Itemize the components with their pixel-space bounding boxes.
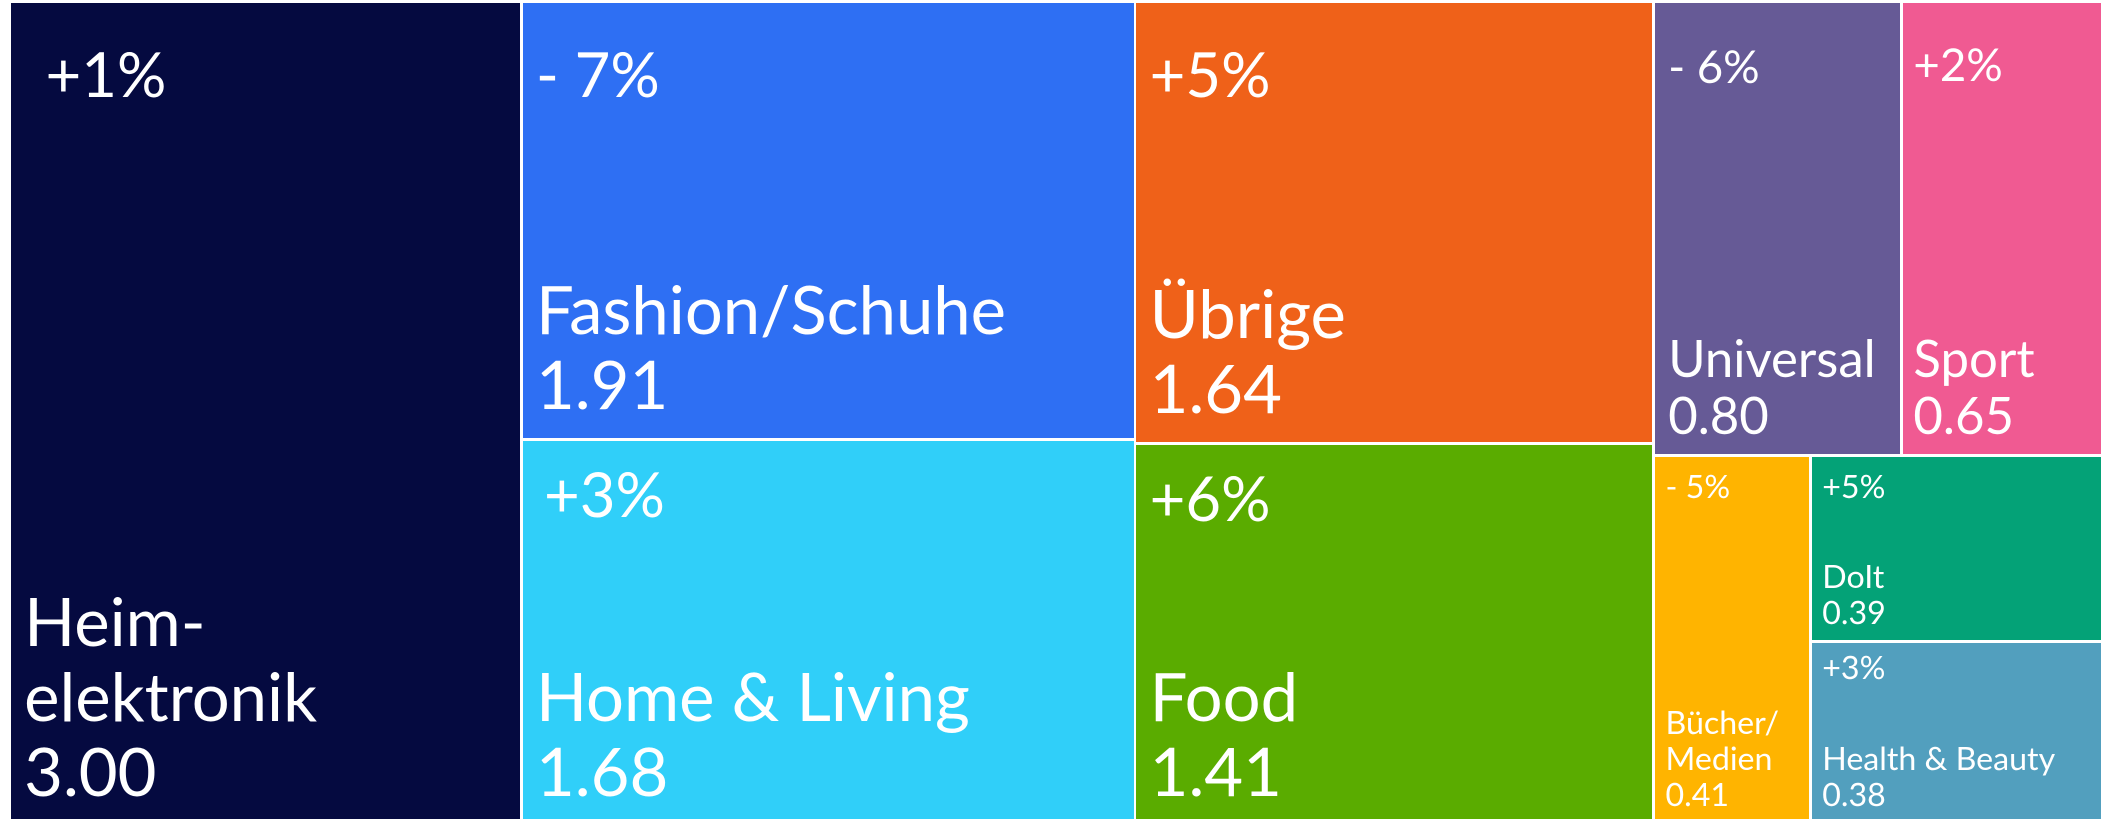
category-label: Fashion/Schuhe bbox=[535, 269, 1007, 349]
tile: +6% Food 1.41 bbox=[1136, 444, 1653, 819]
category-label: Sport bbox=[1913, 327, 2035, 389]
category-label: Universal bbox=[1668, 327, 1876, 389]
change-label: +2% bbox=[1913, 35, 2003, 91]
tile: +3% Health & Beauty 0.38 bbox=[1811, 643, 2101, 819]
change-label: - 6% bbox=[1668, 38, 1760, 94]
label-group: Fashion/Schuhe 1.91 bbox=[535, 269, 1120, 425]
category-label: Home & Living bbox=[535, 656, 970, 737]
label-group: Health & Beauty 0.38 bbox=[1822, 737, 2090, 813]
value-label: 0.65 bbox=[1913, 384, 2014, 446]
tile: +1% Heim- elektronik 3.00 bbox=[10, 2, 520, 819]
category-label: Bücher/ Medien bbox=[1665, 701, 1780, 777]
tile: - 6% Universal 0.80 bbox=[1654, 2, 1900, 455]
tile: +5% Übrige 1.64 bbox=[1136, 2, 1653, 443]
change-label: +3% bbox=[1822, 646, 1886, 686]
value-label: 1.91 bbox=[535, 344, 669, 425]
value-label: 1.64 bbox=[1149, 348, 1283, 429]
label-group: Heim- elektronik 3.00 bbox=[24, 584, 506, 809]
change-label: +5% bbox=[1149, 37, 1271, 112]
change-label: - 7% bbox=[535, 37, 660, 112]
value-label: 3.00 bbox=[24, 731, 157, 812]
change-label: - 5% bbox=[1665, 465, 1731, 505]
value-label: 1.41 bbox=[1149, 731, 1283, 812]
label-group: Bücher/ Medien 0.41 bbox=[1665, 701, 1799, 813]
tile: +2% Sport 0.65 bbox=[1902, 2, 2101, 455]
value-label: 1.68 bbox=[535, 731, 669, 812]
label-group: Übrige 1.64 bbox=[1149, 273, 1639, 429]
tile: +3% Home & Living 1.68 bbox=[522, 440, 1134, 819]
category-label: Food bbox=[1149, 656, 1299, 737]
label-group: Sport 0.65 bbox=[1913, 329, 2090, 443]
change-label: +5% bbox=[1822, 465, 1886, 505]
tile: +5% DoIt 0.39 bbox=[1811, 456, 2101, 641]
category-label: Health & Beauty bbox=[1822, 737, 2056, 777]
tile: - 7% Fashion/Schuhe 1.91 bbox=[522, 2, 1134, 439]
label-group: Home & Living 1.68 bbox=[536, 659, 1120, 809]
category-label: Heim- elektronik bbox=[24, 581, 318, 737]
category-label: DoIt bbox=[1822, 555, 1885, 595]
label-group: Universal 0.80 bbox=[1668, 329, 1886, 443]
category-label: Übrige bbox=[1149, 273, 1346, 354]
value-label: 0.38 bbox=[1822, 773, 1886, 813]
change-label: +3% bbox=[543, 456, 665, 531]
label-group: Food 1.41 bbox=[1150, 659, 1639, 809]
change-label: +6% bbox=[1149, 460, 1271, 535]
value-label: 0.80 bbox=[1668, 384, 1769, 446]
value-label: 0.39 bbox=[1822, 591, 1886, 631]
tile: - 5% Bücher/ Medien 0.41 bbox=[1654, 456, 1809, 819]
change-label: +1% bbox=[45, 37, 167, 112]
value-label: 0.41 bbox=[1665, 773, 1730, 813]
label-group: DoIt 0.39 bbox=[1822, 555, 2090, 631]
